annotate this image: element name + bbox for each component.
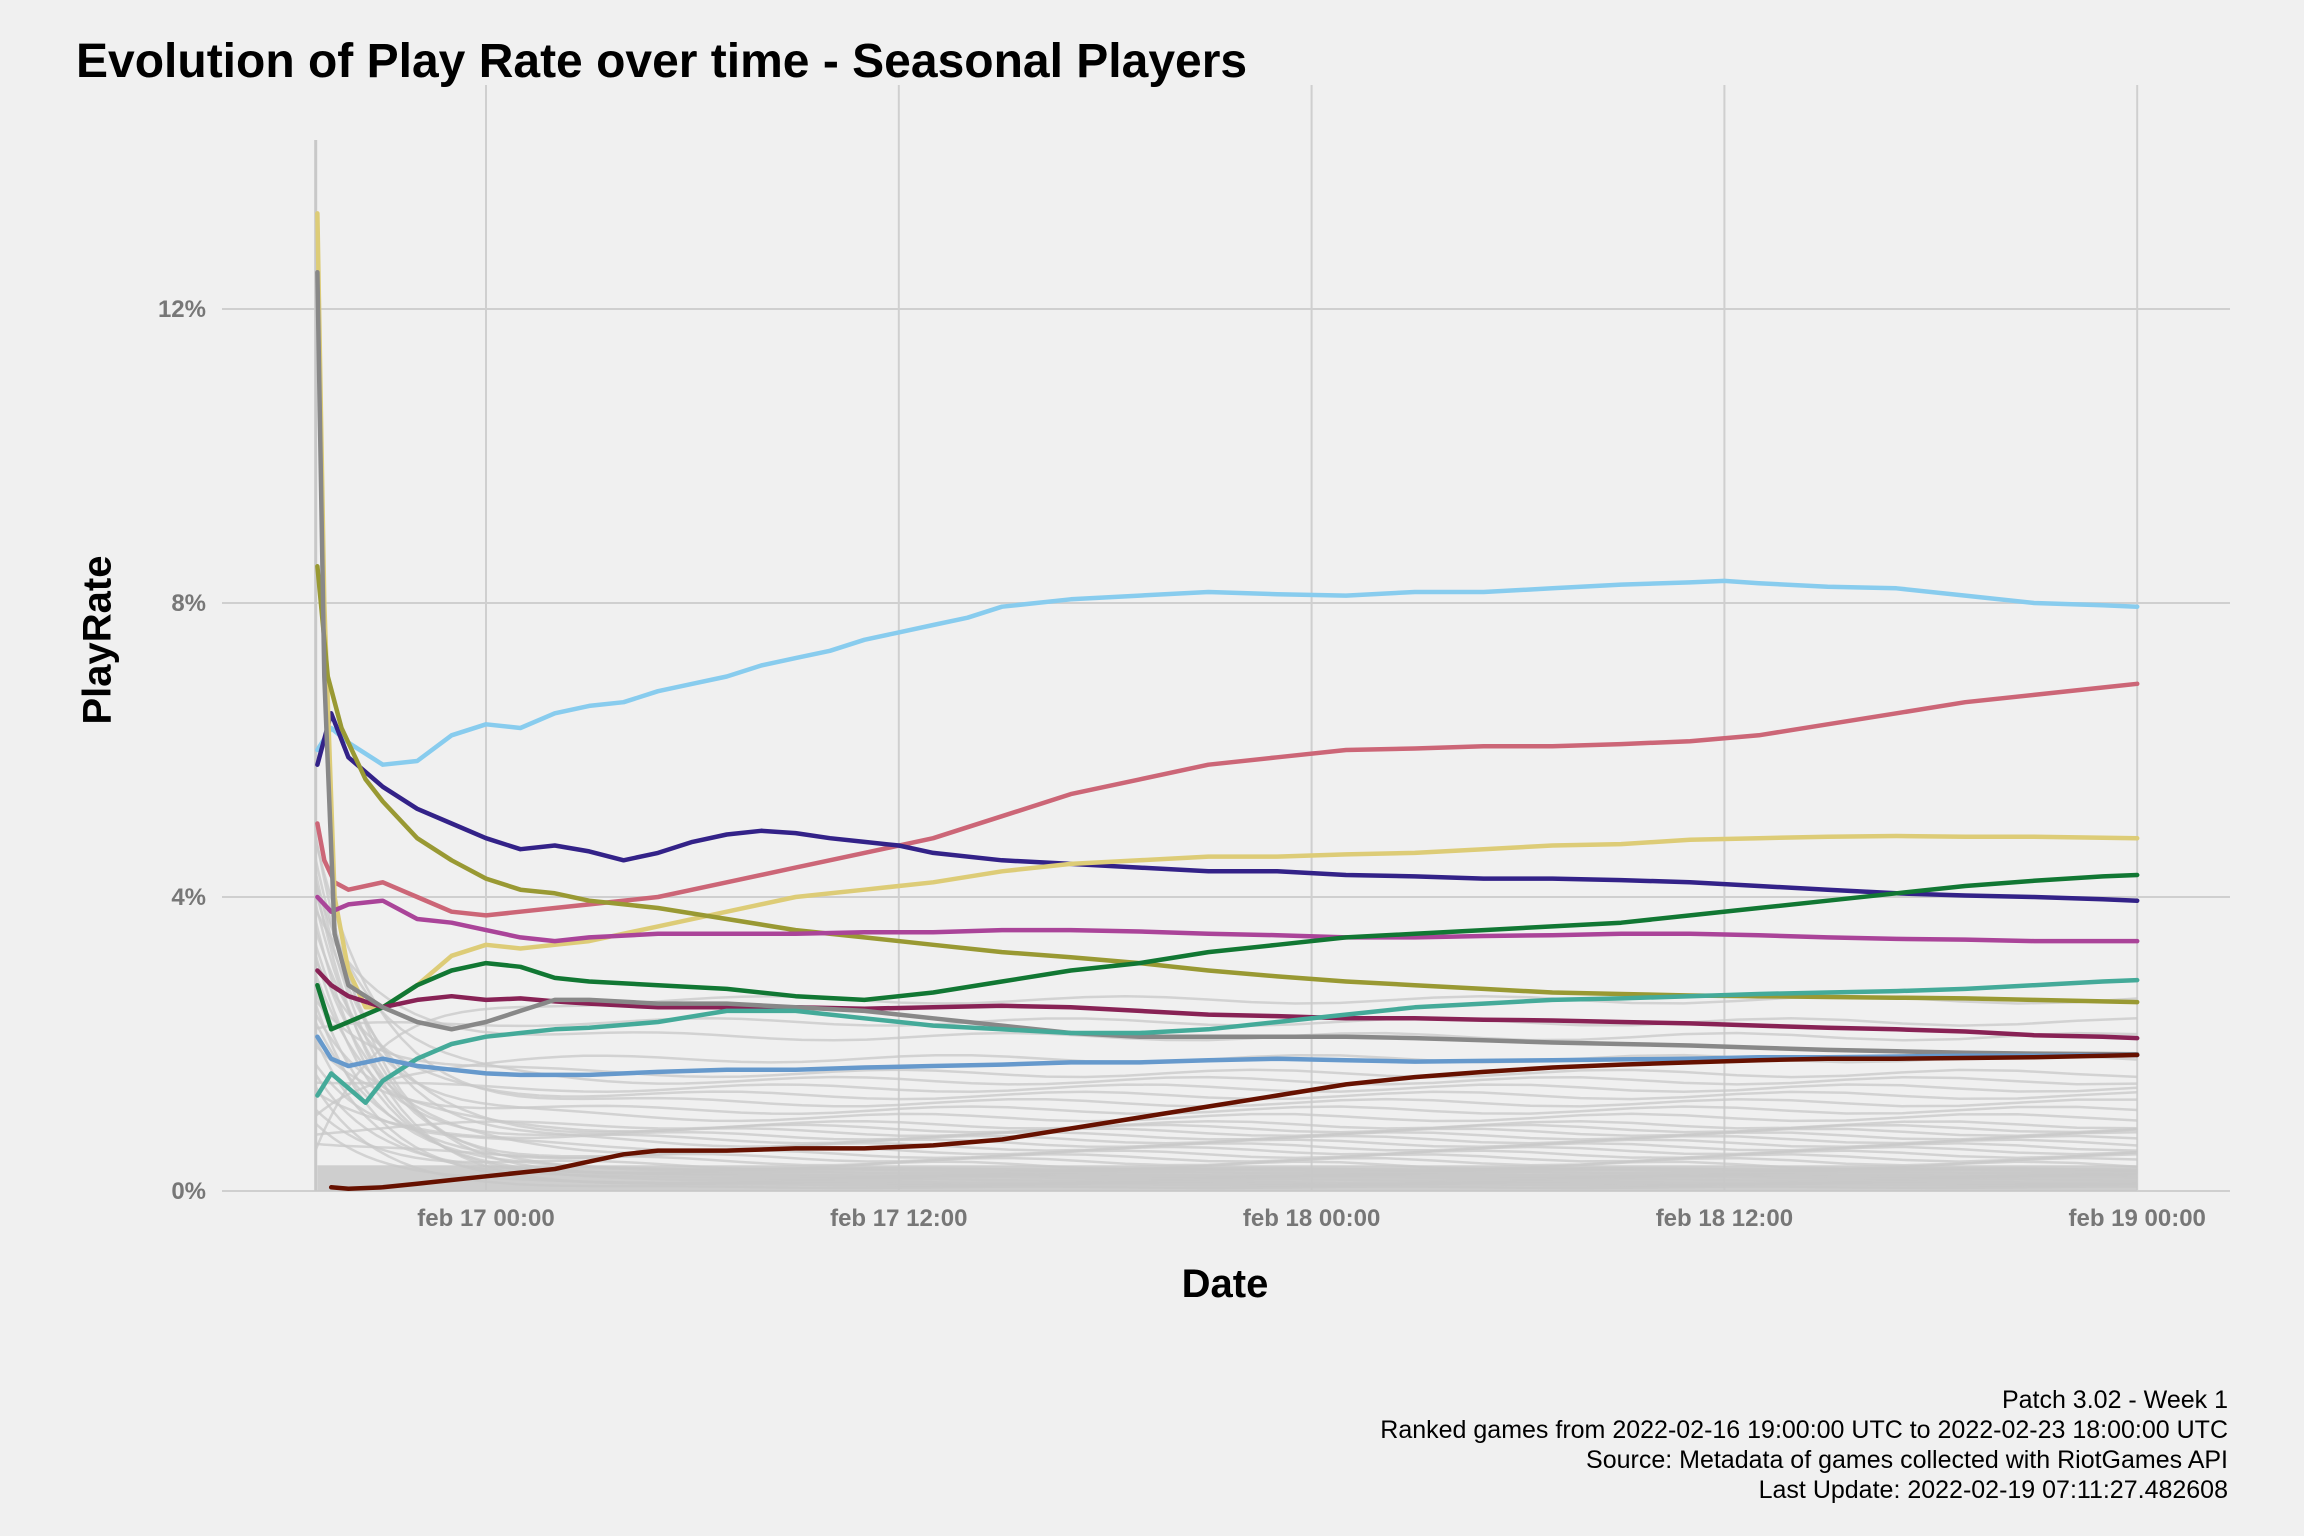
background-series-line-8: [314, 840, 2138, 1108]
x-tick-label-4: feb 19 00:00: [2068, 1205, 2205, 1232]
series-line-7: [315, 968, 2140, 1041]
y-tick-label-2: 8%: [171, 590, 206, 617]
series-line-10: [315, 1034, 2140, 1078]
y-tick-label-1: 4%: [171, 884, 206, 911]
x-axis-title: Date: [1181, 1262, 1269, 1306]
background-near-zero-band: [317, 1165, 2138, 1191]
background-series-line-4: [314, 999, 2138, 1079]
background-series-lines: [314, 139, 2138, 1191]
series-line-4: [315, 564, 2140, 1005]
chart-title: Evolution of Play Rate over time - Seaso…: [76, 35, 1248, 88]
y-tick-label-0: 0%: [171, 1178, 206, 1205]
x-tick-label-0: feb 17 00:00: [417, 1205, 554, 1232]
series-line-2: [315, 711, 2140, 903]
highlighted-series-lines: [315, 211, 2140, 1192]
background-series-line-20: [314, 1021, 2138, 1163]
x-tick-label-1: feb 17 12:00: [830, 1205, 967, 1232]
background-series-line-2: [314, 909, 2138, 1042]
y-axis-title: PlayRate: [75, 555, 120, 725]
caption-last-update: Last Update: 2022-02-19 07:11:27.482608: [1758, 1476, 2228, 1504]
background-series-line-9: [314, 1044, 2138, 1115]
series-line-8: [315, 270, 2140, 1057]
caption-patch: Patch 3.02 - Week 1: [2001, 1386, 2228, 1414]
x-tick-label-3: feb 18 12:00: [1656, 1205, 1793, 1232]
x-tick-label-2: feb 18 00:00: [1243, 1205, 1380, 1232]
series-line-0: [315, 578, 2140, 767]
series-line-1: [315, 681, 2140, 918]
caption-date-range: Ranked games from 2022-02-16 19:00:00 UT…: [1380, 1416, 2228, 1444]
y-tick-label-3: 12%: [158, 296, 206, 323]
background-series-line-6: [315, 1081, 2138, 1094]
background-series-line-7: [314, 959, 2138, 1101]
series-line-9: [315, 977, 2140, 1106]
x-tick-labels: feb 17 00:00 feb 17 12:00 feb 18 00:00 feb …: [417, 1205, 2206, 1232]
caption-source: Source: Metadata of games collected with…: [1586, 1446, 2228, 1474]
series-line-11: [328, 1052, 2140, 1192]
chart-caption: Patch 3.02 - Week 1 Ranked games from 20…: [1380, 1385, 2228, 1505]
y-tick-labels: 0% 4% 8% 12%: [158, 296, 206, 1205]
series-line-6: [315, 872, 2140, 1032]
background-series-line-5: [314, 881, 2138, 1086]
series-line-3: [315, 211, 2140, 1010]
series-line-5: [315, 894, 2140, 944]
